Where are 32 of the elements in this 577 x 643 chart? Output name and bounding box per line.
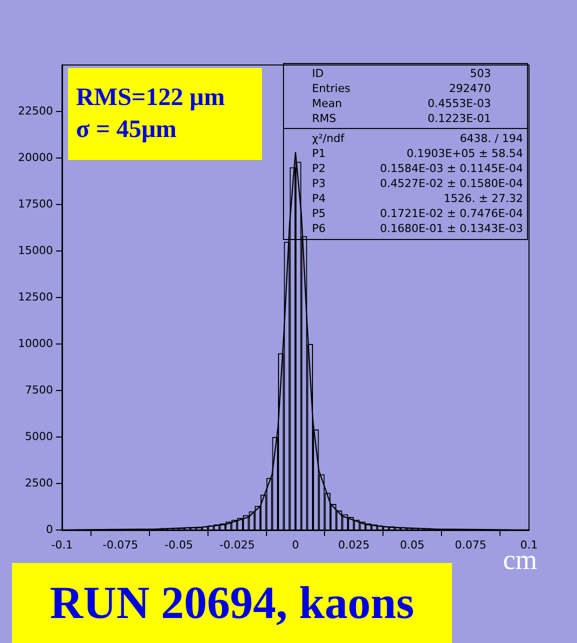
text: P2 0.1584E-03 ± 0.1145E-04 [312,162,523,175]
text: RUN 20694, kaons [12,563,452,643]
x-tick-label: -0.05 [164,538,193,552]
y-tick-label: 0 [46,522,53,536]
text: Mean 0.4553E-03 [312,97,491,110]
y-tick-label: 7500 [25,383,53,396]
text: ID 503 [312,67,491,80]
y-tick-label: 22500 [18,104,53,118]
text: P4 1526. ± 27.32 [312,192,523,205]
y-tick-label: 20000 [18,150,53,164]
y-tick-label: 5000 [25,430,53,443]
text: P5 0.1721E-02 ± 0.7476E-04 [312,207,523,220]
x-tick-label: 0 [292,538,299,552]
text: χ²/ndf 6438. / 194 [312,132,523,145]
annotation: RMS=122 µm [76,83,226,113]
x-tick-label: -0.075 [102,538,138,552]
y-tick-label: 15000 [18,244,53,257]
text: P6 0.1680E-01 ± 0.1343E-03 [312,222,523,235]
y-tick-label: 2500 [25,476,53,490]
x-tick-label: 0.05 [400,538,424,552]
y-tick-label: 17500 [18,197,53,210]
text: Entries 292470 [312,82,491,95]
text: P1 0.1903E+05 ± 58.54 [312,147,523,160]
y-tick-label: 10000 [18,336,53,350]
x-tick-label: -0.1 [51,538,73,552]
text: RMS 0.1223E-01 [312,112,491,125]
x-tick-label: 0.075 [454,538,486,552]
y-tick-label: 12500 [18,290,53,304]
annotation: σ = 45µm [76,115,178,145]
x-tick-label: -0.025 [219,538,255,552]
x-tick-label: 0.025 [338,538,370,552]
text: P3 0.4527E-02 ± 0.1580E-04 [312,177,523,190]
